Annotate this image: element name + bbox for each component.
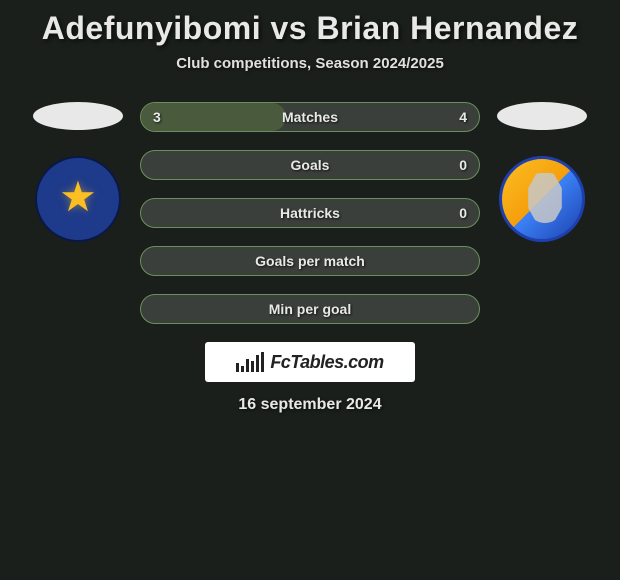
stat-row-hattricks: Hattricks 0 bbox=[140, 198, 480, 228]
stat-value-right: 0 bbox=[459, 205, 467, 221]
date-label: 16 september 2024 bbox=[0, 396, 620, 414]
right-player-column bbox=[492, 102, 592, 242]
stat-label: Min per goal bbox=[269, 301, 351, 317]
player2-club-badge bbox=[499, 156, 585, 242]
stat-label: Matches bbox=[282, 109, 338, 125]
subtitle: Club competitions, Season 2024/2025 bbox=[0, 55, 620, 72]
stat-row-min-per-goal: Min per goal bbox=[140, 294, 480, 324]
stat-row-goals-per-match: Goals per match bbox=[140, 246, 480, 276]
stat-label: Hattricks bbox=[280, 205, 340, 221]
stats-column: 3 Matches 4 Goals 0 Hattricks 0 Goals pe… bbox=[140, 102, 480, 324]
stat-label: Goals bbox=[291, 157, 330, 173]
stat-value-right: 0 bbox=[459, 157, 467, 173]
stat-row-goals: Goals 0 bbox=[140, 150, 480, 180]
source-logo: FcTables.com bbox=[205, 342, 415, 382]
player1-club-badge bbox=[35, 156, 121, 242]
source-logo-text: FcTables.com bbox=[270, 352, 383, 373]
chart-icon bbox=[236, 352, 264, 372]
player1-photo bbox=[33, 102, 123, 130]
stat-value-left: 3 bbox=[153, 109, 161, 125]
left-player-column bbox=[28, 102, 128, 242]
stat-label: Goals per match bbox=[255, 253, 365, 269]
stat-fill bbox=[141, 103, 286, 131]
player2-photo bbox=[497, 102, 587, 130]
stat-value-right: 4 bbox=[459, 109, 467, 125]
page-title: Adefunyibomi vs Brian Hernandez bbox=[0, 10, 620, 47]
comparison-layout: 3 Matches 4 Goals 0 Hattricks 0 Goals pe… bbox=[0, 102, 620, 324]
stat-row-matches: 3 Matches 4 bbox=[140, 102, 480, 132]
